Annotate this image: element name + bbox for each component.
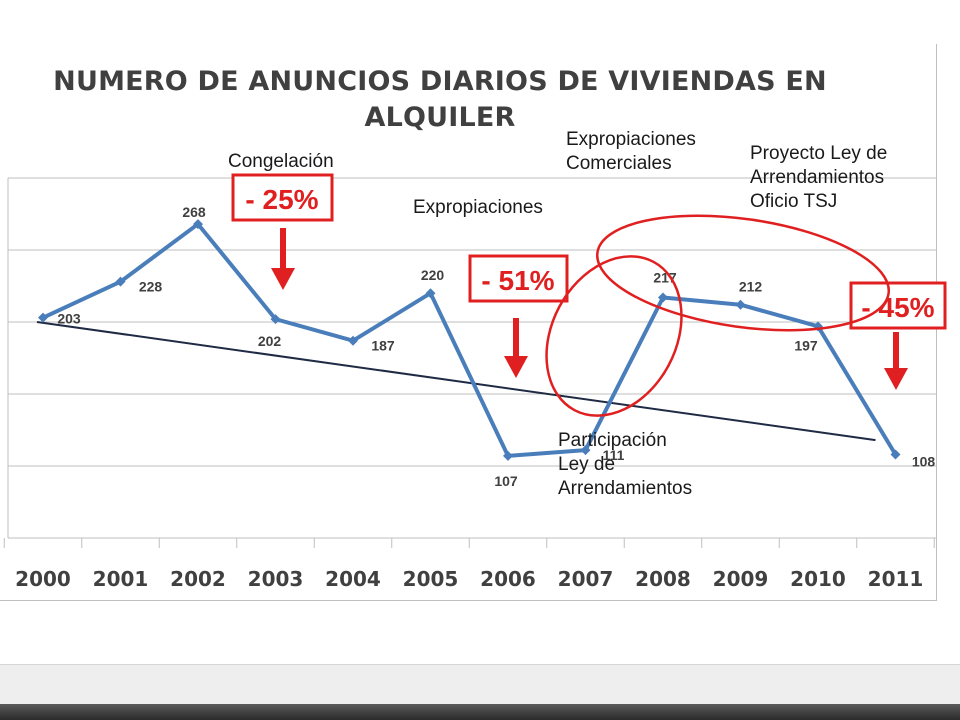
x-tick-label-2004: 2004 — [325, 567, 381, 591]
annotation-proyecto-ley: Proyecto Ley de Arrendamientos Oficio TS… — [750, 143, 888, 212]
data-label-2003: 202 — [258, 333, 282, 349]
data-point-2002 — [193, 219, 203, 230]
arrow-down-icon — [884, 332, 908, 390]
slide-footer-band — [0, 664, 960, 705]
data-point-2005 — [425, 288, 436, 299]
data-label-2005: 220 — [421, 267, 445, 283]
badge-2011-box — [849, 281, 947, 330]
grid-layer — [3, 177, 936, 548]
x-tick-label-2009: 2009 — [713, 567, 769, 591]
x-tick-label-2005: 2005 — [403, 567, 459, 591]
data-point-2003 — [270, 314, 281, 325]
data-point-2007 — [580, 445, 591, 456]
point-layer — [38, 219, 901, 461]
data-point-2011 — [890, 449, 901, 460]
data-point-2000 — [38, 312, 48, 323]
badge-2003-text: - 25% — [245, 184, 318, 215]
x-tick-label-2003: 2003 — [248, 567, 304, 591]
data-label-2002: 268 — [182, 204, 206, 220]
annotation-congelacion: Congelación — [228, 151, 334, 172]
x-tick-label-2010: 2010 — [790, 567, 846, 591]
annotation-decoration-layer: - 25% - 51% - 45% — [231, 173, 947, 417]
arrow-down-icon — [504, 318, 528, 378]
highlight-ellipse-proyecto-ley — [595, 214, 891, 332]
x-tick-label-2000: 2000 — [15, 567, 71, 591]
data-point-2001 — [115, 276, 126, 287]
series-line — [42, 222, 898, 458]
data-label-2007: 111 — [603, 447, 625, 463]
data-label-2010: 197 — [794, 337, 818, 353]
annotation-expropiaciones: Expropiaciones — [413, 197, 543, 218]
x-tick-label-2008: 2008 — [635, 567, 691, 591]
badge-2003-box — [231, 173, 334, 222]
x-tick-label-2006: 2006 — [480, 567, 536, 591]
data-label-2009: 212 — [739, 279, 763, 295]
slide-taskbar — [0, 704, 960, 720]
chart-title: NUMERO DE ANUNCIOS DIARIOS DE VIVIENDAS … — [53, 66, 827, 133]
highlight-ellipse-participacion — [545, 255, 683, 417]
x-tick-layer: 2000 2001 2002 2003 2004 2005 2006 2007 2008 2009… — [15, 567, 923, 591]
x-tick-label-2001: 2001 — [93, 567, 149, 591]
data-label-2001: 228 — [139, 279, 163, 295]
trend-layer — [36, 321, 876, 442]
data-point-2009 — [735, 299, 746, 310]
data-label-2004: 187 — [371, 338, 395, 354]
badge-2006-box — [468, 254, 569, 303]
data-point-2004 — [348, 335, 358, 346]
x-tick-label-2011: 2011 — [868, 567, 924, 591]
annotation-expropiaciones-comerciales: Expropiaciones Comerciales — [566, 129, 696, 174]
data-label-2006: 107 — [494, 473, 518, 489]
data-label-2008: 217 — [653, 270, 677, 286]
data-label-2011: 108 — [912, 453, 936, 469]
data-point-2006 — [503, 450, 513, 461]
annotation-participacion: Participación Ley de Arrendamientos — [558, 430, 693, 499]
badge-2011-text: - 45% — [861, 292, 934, 323]
data-label-2000: 203 — [57, 311, 81, 327]
trendline — [36, 321, 876, 442]
data-label-layer: 203 228 268 202 187 220 107 111 217 212 197 108 — [57, 204, 935, 489]
badge-2006-text: - 51% — [481, 265, 554, 296]
data-point-2008 — [658, 292, 668, 303]
series-layer — [42, 222, 898, 458]
x-tick-label-2007: 2007 — [558, 567, 614, 591]
arrow-down-icon — [271, 228, 295, 290]
x-tick-label-2002: 2002 — [170, 567, 226, 591]
